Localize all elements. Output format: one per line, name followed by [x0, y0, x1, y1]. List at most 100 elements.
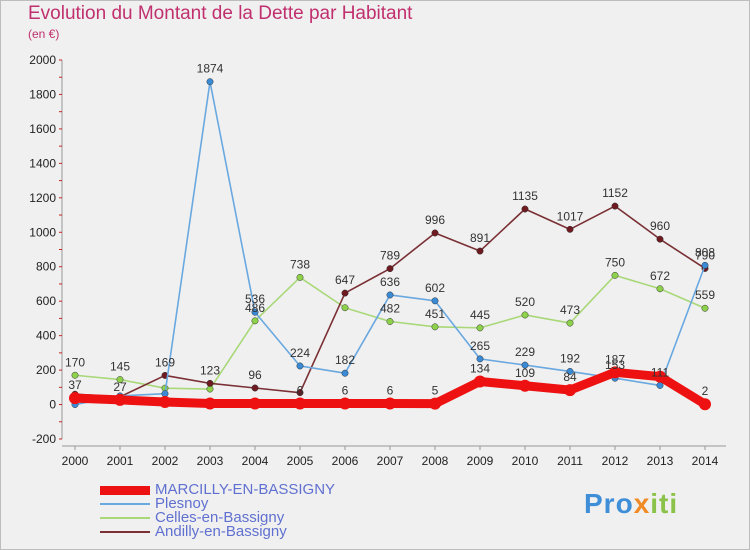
- data-label: 750: [605, 255, 625, 269]
- legend: MARCILLY-EN-BASSIGNY Plesnoy Celles-en-B…: [100, 481, 400, 540]
- data-point: [296, 389, 304, 397]
- data-point: [611, 202, 619, 210]
- data-label: 808: [695, 245, 715, 259]
- data-label: 996: [425, 213, 445, 227]
- data-point: [386, 291, 394, 299]
- x-tick-label: 2012: [602, 454, 629, 468]
- data-point: [251, 317, 259, 325]
- data-point: [249, 397, 261, 410]
- data-label: 134: [470, 361, 490, 375]
- y-tick-label: 200: [36, 363, 56, 377]
- y-tick-label: 800: [36, 260, 56, 274]
- data-point: [474, 375, 486, 388]
- data-point: [116, 376, 124, 384]
- data-point: [476, 355, 484, 363]
- data-label: 520: [515, 295, 535, 309]
- data-label: 187: [605, 352, 625, 366]
- legend-item-celles: Celles-en-Bassigny: [100, 509, 400, 526]
- y-tick-label: 400: [36, 329, 56, 343]
- legend-swatch-andilly: [100, 531, 150, 533]
- data-point: [519, 379, 531, 392]
- data-point: [341, 289, 349, 297]
- y-tick-label: 600: [36, 294, 56, 308]
- data-point: [251, 384, 259, 392]
- data-label: 123: [200, 363, 220, 377]
- x-tick-label: 2006: [332, 454, 359, 468]
- data-point: [566, 225, 574, 233]
- data-label: 536: [245, 292, 265, 306]
- data-label: 672: [650, 269, 670, 283]
- x-tick-label: 2002: [152, 454, 179, 468]
- data-point: [566, 368, 574, 375]
- data-point: [429, 397, 441, 410]
- data-label: 482: [380, 302, 400, 316]
- data-point: [386, 265, 394, 273]
- data-point: [159, 395, 171, 408]
- data-point: [564, 384, 576, 397]
- brand-part-2: x: [633, 488, 651, 519]
- brand-logo: Proxiti: [584, 488, 678, 520]
- legend-item-andilly: Andilly-en-Bassigny: [100, 523, 400, 540]
- x-tick-label: 2003: [197, 454, 224, 468]
- data-label: 170: [65, 355, 85, 369]
- legend-swatch-plesnoy: [100, 503, 150, 505]
- x-tick-label: 2004: [242, 454, 269, 468]
- x-tick-label: 2011: [557, 454, 583, 468]
- x-tick-label: 2009: [467, 454, 494, 468]
- data-label: 738: [290, 257, 310, 271]
- data-label: 602: [425, 281, 445, 295]
- data-label: 6: [387, 384, 394, 398]
- data-point: [431, 297, 439, 305]
- data-label: 265: [470, 339, 490, 353]
- data-point: [294, 397, 306, 410]
- chart-title: Evolution du Montant de la Dette par Hab…: [28, 3, 413, 24]
- data-label: 789: [380, 249, 400, 263]
- data-label: 84: [563, 370, 577, 384]
- data-point: [431, 323, 439, 331]
- data-point: [656, 285, 664, 293]
- data-point: [206, 379, 214, 387]
- data-point: [341, 304, 349, 312]
- data-point: [161, 390, 169, 398]
- x-tick-label: 2010: [512, 454, 539, 468]
- data-point: [521, 311, 529, 319]
- y-tick-label: 1400: [29, 156, 56, 170]
- x-tick-label: 2007: [377, 454, 404, 468]
- data-label: 559: [695, 288, 715, 302]
- data-label: 27: [113, 380, 127, 394]
- data-label: 1152: [602, 186, 628, 200]
- legend-label-marcilly: MARCILLY-EN-BASSIGNY: [155, 481, 336, 498]
- brand-part-3: iti: [650, 488, 679, 519]
- data-label: 891: [470, 231, 490, 245]
- data-label: 1017: [557, 209, 584, 223]
- data-point: [204, 397, 216, 410]
- data-label: 1874: [197, 62, 224, 76]
- data-point: [699, 398, 711, 411]
- brand-part-1: Pro: [584, 488, 634, 519]
- data-label: 169: [155, 355, 175, 369]
- data-point: [521, 205, 529, 213]
- data-label: 229: [515, 345, 535, 359]
- y-tick-label: 0: [49, 398, 56, 412]
- data-point: [656, 235, 664, 243]
- x-tick-label: 2013: [647, 454, 674, 468]
- data-point: [296, 273, 304, 281]
- data-label: 790: [695, 248, 715, 262]
- data-point: [476, 247, 484, 255]
- data-point: [701, 261, 709, 269]
- legend-swatch-celles: [100, 517, 150, 519]
- data-label: 37: [68, 378, 82, 392]
- data-label: 145: [110, 360, 130, 374]
- data-label: 182: [335, 353, 355, 367]
- x-tick-label: 2000: [62, 454, 89, 468]
- x-tick-label: 2001: [107, 454, 134, 468]
- data-label: 96: [248, 368, 262, 382]
- data-point: [566, 319, 574, 327]
- data-label: 153: [605, 358, 625, 372]
- data-point: [296, 362, 304, 370]
- data-label: 6: [297, 384, 304, 398]
- legend-label-celles: Celles-en-Bassigny: [155, 509, 285, 526]
- legend-item-marcilly: MARCILLY-EN-BASSIGNY: [100, 481, 400, 498]
- data-label: 647: [335, 273, 355, 287]
